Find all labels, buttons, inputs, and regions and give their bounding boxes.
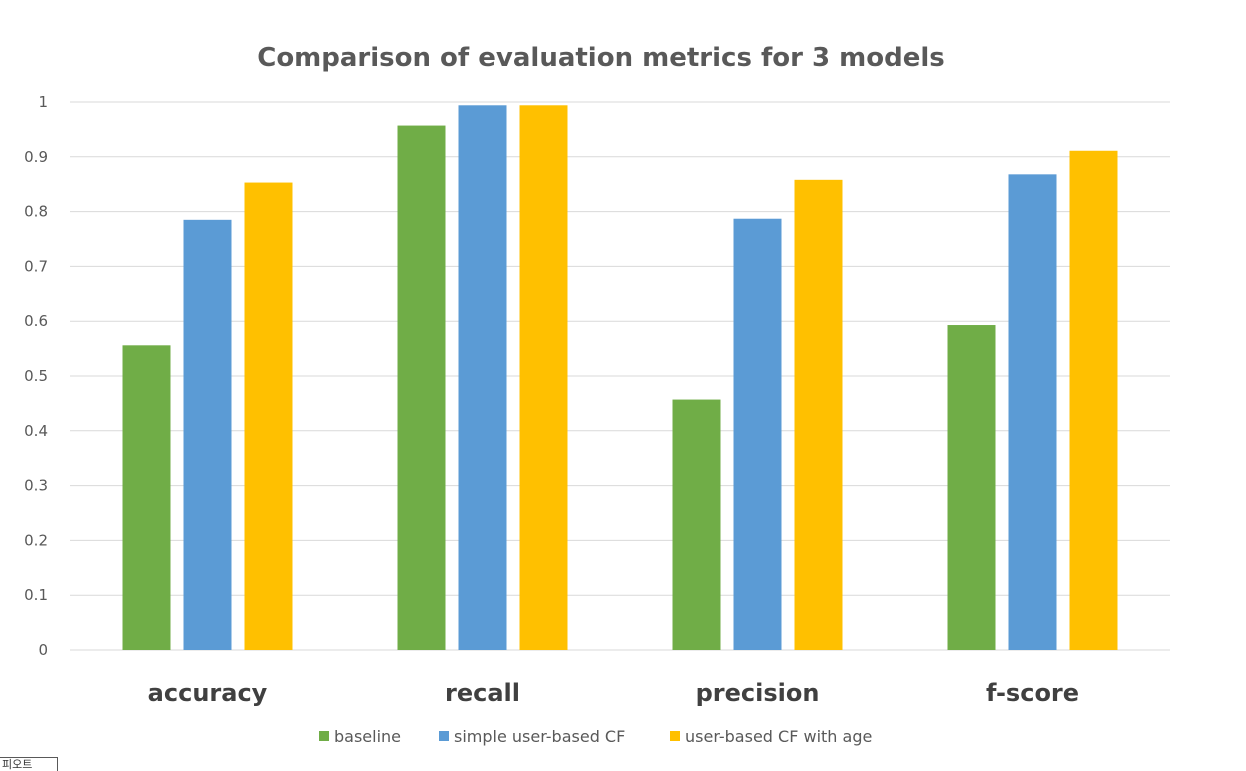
bars [122, 105, 1118, 651]
legend-swatch [670, 731, 680, 741]
y-tick-label: 1 [38, 93, 48, 111]
y-axis-ticks: 0 0.1 0.2 0.3 0.4 0.5 0.6 0.7 0.8 0.9 1 [24, 93, 48, 659]
bar-recall-baseline [397, 125, 446, 650]
legend-swatch [319, 731, 329, 741]
legend-label: simple user-based CF [454, 727, 625, 746]
legend-swatch [439, 731, 449, 741]
y-tick-label: 0 [38, 641, 48, 659]
x-tick-label: f-score [986, 679, 1079, 707]
bar-f-score-simple-user-based-CF [1008, 174, 1057, 650]
legend: baseline simple user-based CF user-based C… [319, 727, 872, 746]
legend-label: user-based CF with age [685, 727, 872, 746]
x-tick-label: accuracy [148, 679, 268, 707]
x-axis-ticks: accuracy recall precision f-score [148, 679, 1079, 707]
bar-f-score-baseline [947, 325, 996, 650]
bar-precision-user-based-CF-with-age [794, 179, 843, 651]
bar-recall-simple-user-based-CF [458, 105, 507, 650]
bar-recall-user-based-CF-with-age [519, 105, 568, 650]
bar-precision-simple-user-based-CF [733, 218, 782, 650]
bar-accuracy-user-based-CF-with-age [244, 182, 293, 650]
y-tick-label: 0.4 [24, 422, 48, 440]
chart-title: Comparison of evaluation metrics for 3 m… [257, 43, 945, 73]
y-tick-label: 0.6 [24, 312, 48, 330]
bar-accuracy-baseline [122, 345, 171, 650]
y-tick-label: 0.2 [24, 531, 48, 549]
legend-label: baseline [334, 727, 401, 746]
y-tick-label: 0.1 [24, 586, 48, 604]
gridlines [70, 101, 1170, 651]
y-tick-label: 0.5 [24, 367, 48, 385]
y-tick-label: 0.8 [24, 203, 48, 221]
bar-accuracy-simple-user-based-CF [183, 219, 232, 650]
x-tick-label: recall [445, 679, 520, 707]
y-tick-label: 0.3 [24, 477, 48, 495]
y-tick-label: 0.9 [24, 148, 48, 166]
bar-precision-baseline [672, 399, 721, 650]
x-tick-label: precision [696, 679, 820, 707]
bar-f-score-user-based-CF-with-age [1069, 150, 1118, 650]
stray-label: 피오트 [0, 757, 58, 771]
y-tick-label: 0.7 [24, 257, 48, 275]
